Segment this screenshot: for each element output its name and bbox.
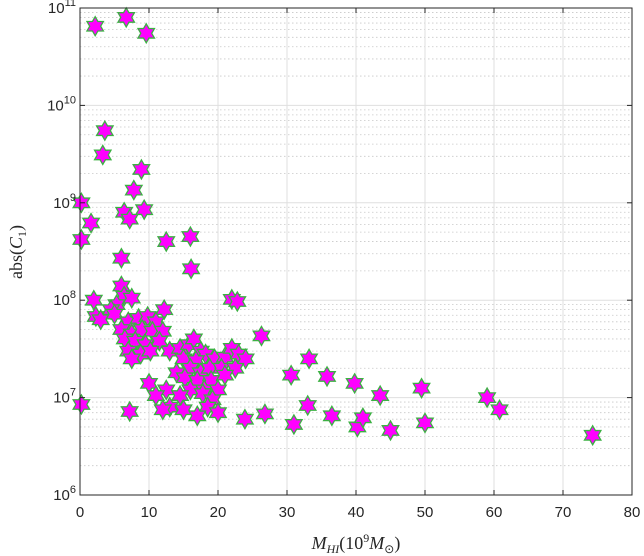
data-point — [235, 408, 255, 431]
data-point — [412, 377, 431, 399]
data-point — [299, 348, 319, 370]
data-point — [187, 405, 207, 427]
x-tick-label: 30 — [279, 504, 296, 521]
x-tick-label: 60 — [486, 504, 503, 521]
x-axis-label: MHI(109M⊙) — [311, 531, 401, 556]
x-tick-label: 50 — [417, 504, 434, 521]
data-point — [353, 407, 373, 429]
data-point — [72, 393, 91, 416]
data-point — [93, 144, 113, 166]
x-tick-label: 70 — [555, 504, 572, 521]
data-point — [490, 398, 509, 421]
data-point — [134, 198, 154, 221]
data-point — [252, 325, 271, 347]
data-point — [317, 365, 337, 388]
data-point — [281, 364, 301, 386]
y-tick-label: 108 — [53, 289, 76, 309]
data-point — [95, 119, 115, 142]
data-point — [381, 419, 400, 442]
y-tick-label: 107 — [53, 387, 76, 407]
data-point — [181, 225, 200, 248]
data-point — [284, 413, 304, 436]
data-point — [112, 247, 131, 269]
data-point — [81, 212, 101, 234]
x-tick-label: 0 — [76, 504, 84, 521]
data-point — [132, 158, 151, 181]
data-point — [298, 394, 318, 417]
y-axis-label: abs(C1) — [6, 225, 29, 279]
x-tick-label: 80 — [624, 504, 641, 521]
data-point — [120, 400, 140, 423]
data-point — [124, 179, 144, 201]
data-point — [415, 412, 435, 434]
y-tick-labels: 106 107 108 109 1010 1011 — [47, 0, 76, 504]
data-point — [154, 298, 174, 321]
data-point — [120, 208, 140, 230]
data-point — [322, 405, 342, 427]
y-tick-label: 109 — [53, 192, 76, 212]
x-tick-label: 40 — [348, 504, 365, 521]
data-point — [208, 401, 228, 424]
data-point — [122, 287, 142, 309]
data-point — [116, 6, 136, 29]
y-tick-label: 1010 — [47, 94, 76, 114]
data-points — [72, 6, 603, 447]
data-point — [181, 258, 201, 280]
data-point — [141, 340, 160, 362]
x-tick-labels: 0 10 20 30 40 50 60 70 80 — [76, 504, 641, 521]
data-point — [72, 228, 91, 251]
data-point — [85, 15, 105, 38]
data-point — [227, 290, 247, 313]
data-point — [583, 424, 603, 447]
data-point — [255, 403, 275, 425]
x-tick-label: 10 — [141, 504, 158, 521]
x-tick-label: 20 — [210, 504, 227, 521]
y-tick-label: 1011 — [48, 0, 76, 17]
y-tick-label: 106 — [53, 484, 76, 504]
data-point — [370, 384, 390, 407]
data-point — [156, 230, 176, 253]
data-point — [174, 398, 193, 421]
data-point — [345, 372, 364, 395]
axis-ticks — [79, 7, 633, 496]
data-point — [153, 398, 173, 421]
data-point — [136, 22, 156, 45]
data-point — [122, 348, 142, 370]
data-point — [105, 303, 124, 325]
data-point — [477, 386, 497, 409]
